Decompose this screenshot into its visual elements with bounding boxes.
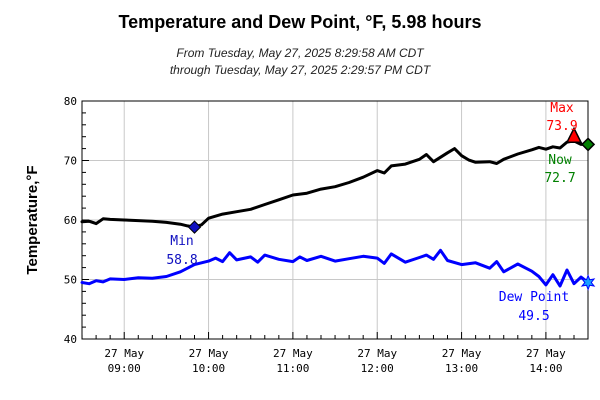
series-lines: [80, 139, 590, 288]
chart-subtitle-through: through Tuesday, May 27, 2025 2:29:57 PM…: [170, 63, 432, 77]
dew-point-marker: [580, 274, 596, 291]
dew_point-line: [80, 248, 590, 288]
y-tick-label: 80: [64, 95, 77, 108]
now-value: 72.7: [544, 171, 575, 186]
x-tick-time: 12:00: [361, 362, 394, 375]
y-tick-label: 60: [64, 214, 77, 227]
max-value: 73.9: [546, 119, 577, 134]
y-tick-label: 50: [64, 274, 77, 287]
x-tick-date: 27 May: [189, 347, 229, 360]
min-marker: [187, 220, 202, 234]
dew-point-value: 49.5: [518, 309, 549, 324]
x-tick-date: 27 May: [357, 347, 397, 360]
x-tick-time: 14:00: [529, 362, 562, 375]
now-label: Now: [548, 153, 572, 168]
dew-point-label: Dew Point: [499, 290, 569, 305]
min-value: 58.8: [166, 253, 197, 268]
x-tick-time: 13:00: [445, 362, 478, 375]
x-tick-date: 27 May: [273, 347, 313, 360]
now-marker: [581, 137, 596, 152]
min-label: Min: [170, 234, 193, 249]
temperature-line: [80, 139, 590, 229]
axis-ticks: 40 50 60 70 80 27 May 09:00 27 May 10:00 27 May 11…: [64, 95, 575, 375]
x-tick-date: 27 May: [442, 347, 482, 360]
y-tick-label: 70: [64, 155, 77, 168]
max-marker: [565, 126, 583, 144]
annotation-markers: [187, 126, 596, 291]
x-tick-date: 27 May: [104, 347, 144, 360]
y-tick-label: 40: [64, 333, 77, 346]
x-tick-date: 27 May: [526, 347, 566, 360]
chart-title: Temperature and Dew Point, °F, 5.98 hour…: [119, 12, 482, 32]
chart-subtitle-from: From Tuesday, May 27, 2025 8:29:58 AM CD…: [176, 46, 425, 60]
x-tick-time: 10:00: [192, 362, 225, 375]
x-tick-time: 09:00: [108, 362, 141, 375]
max-label: Max: [550, 101, 574, 116]
x-tick-time: 11:00: [276, 362, 309, 375]
y-axis-label: Temperature,°F: [24, 165, 41, 274]
